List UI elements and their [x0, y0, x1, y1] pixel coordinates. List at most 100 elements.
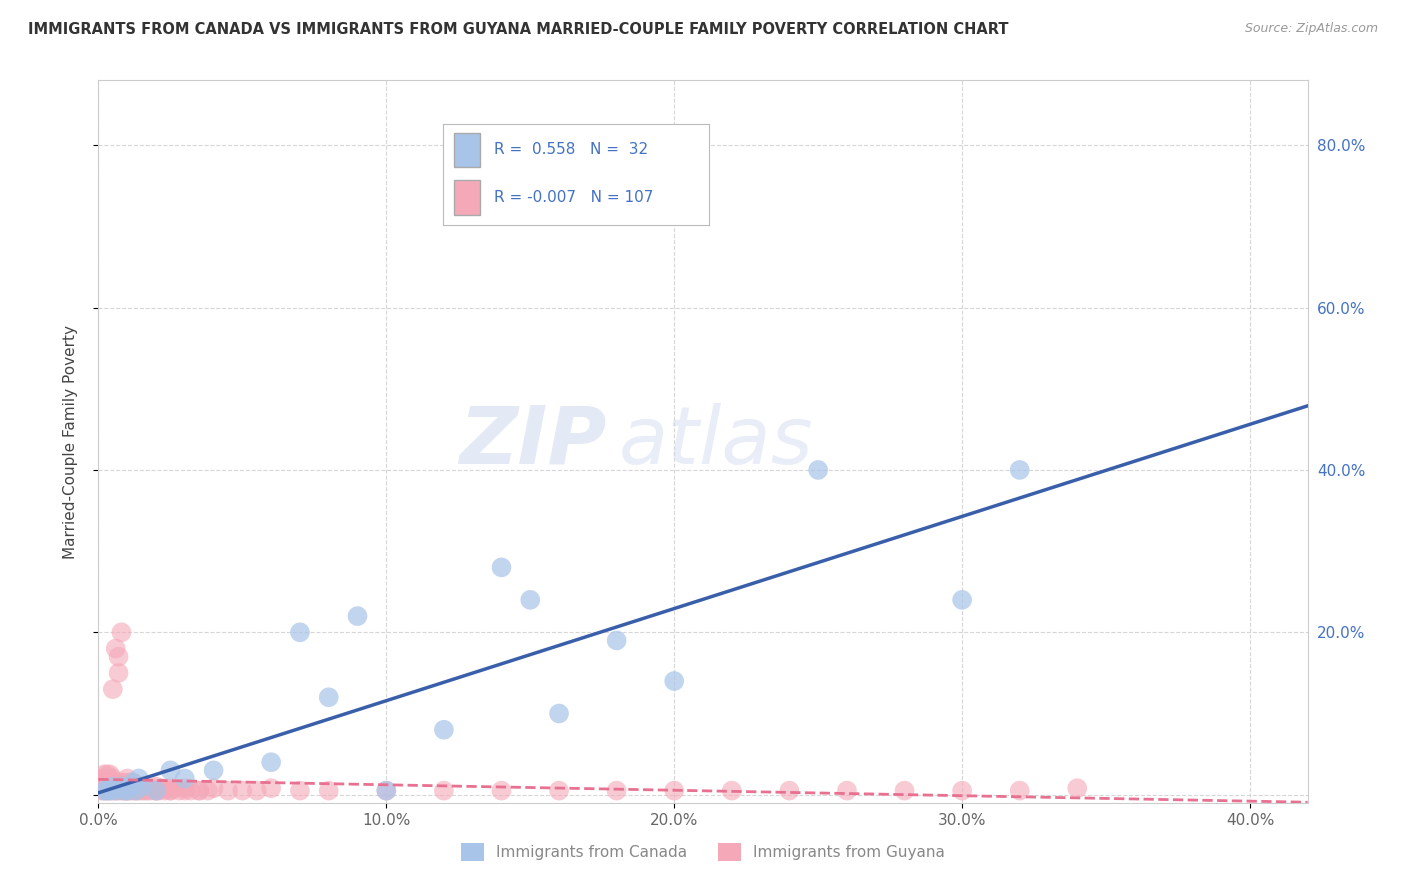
Point	[375, 783, 398, 797]
Point	[122, 781, 145, 796]
Point	[104, 780, 127, 794]
Point	[110, 775, 132, 789]
Point	[96, 780, 118, 794]
Point	[664, 783, 686, 797]
Point	[197, 783, 219, 797]
Point	[101, 780, 124, 794]
Point	[173, 783, 195, 797]
Point	[104, 780, 127, 794]
Point	[115, 783, 138, 797]
Point	[104, 641, 127, 656]
Point	[173, 772, 195, 786]
Point	[107, 665, 129, 680]
Point	[375, 783, 398, 797]
Point	[90, 783, 112, 797]
Point	[98, 767, 121, 781]
Point	[120, 783, 142, 797]
Point	[1008, 783, 1031, 797]
Point	[139, 783, 162, 797]
Point	[110, 781, 132, 796]
Point	[112, 783, 135, 797]
Point	[156, 781, 179, 796]
Point	[807, 463, 830, 477]
Point	[159, 783, 181, 797]
Text: ZIP: ZIP	[458, 402, 606, 481]
Point	[318, 783, 340, 797]
Point	[93, 783, 115, 797]
Point	[90, 780, 112, 794]
Point	[112, 783, 135, 797]
Point	[217, 783, 239, 797]
Point	[145, 783, 167, 797]
Point	[98, 775, 121, 789]
Point	[112, 780, 135, 794]
Point	[433, 723, 456, 737]
Point	[318, 690, 340, 705]
Text: Source: ZipAtlas.com: Source: ZipAtlas.com	[1244, 22, 1378, 36]
Point	[115, 780, 138, 794]
Point	[180, 783, 202, 797]
Point	[950, 592, 973, 607]
Point	[107, 783, 129, 797]
Point	[125, 780, 148, 794]
Point	[93, 767, 115, 781]
Point	[90, 773, 112, 788]
Point	[346, 609, 368, 624]
Point	[101, 780, 124, 794]
Point	[159, 764, 181, 778]
Point	[98, 783, 121, 797]
Point	[98, 783, 121, 797]
Point	[93, 783, 115, 797]
Point	[128, 780, 150, 794]
Point	[93, 772, 115, 786]
Point	[120, 780, 142, 794]
Point	[153, 783, 176, 797]
Point	[491, 560, 513, 574]
Point	[134, 780, 156, 794]
Point	[112, 780, 135, 794]
Point	[288, 625, 311, 640]
Point	[173, 781, 195, 796]
Point	[145, 783, 167, 797]
Point	[122, 775, 145, 789]
Point	[150, 781, 173, 796]
Point	[98, 772, 121, 786]
Point	[107, 780, 129, 794]
Point	[148, 783, 170, 797]
Point	[110, 783, 132, 797]
Point	[96, 767, 118, 781]
Point	[136, 783, 159, 797]
Point	[246, 783, 269, 797]
Point	[131, 783, 153, 797]
Point	[93, 775, 115, 789]
Point	[519, 592, 541, 607]
Point	[120, 775, 142, 789]
Point	[188, 783, 211, 797]
Point	[101, 772, 124, 786]
Point	[202, 781, 225, 796]
Point	[1008, 463, 1031, 477]
Point	[112, 775, 135, 789]
Point	[115, 772, 138, 786]
Point	[136, 781, 159, 796]
Point	[110, 780, 132, 794]
Point	[104, 783, 127, 797]
Point	[167, 783, 190, 797]
Point	[131, 780, 153, 794]
Point	[107, 649, 129, 664]
Point	[101, 783, 124, 797]
Point	[110, 625, 132, 640]
Point	[202, 764, 225, 778]
Point	[664, 673, 686, 688]
Point	[893, 783, 915, 797]
Point	[260, 781, 283, 796]
Point	[134, 783, 156, 797]
Point	[606, 633, 628, 648]
Point	[101, 682, 124, 697]
Point	[125, 783, 148, 797]
Point	[131, 780, 153, 794]
Text: atlas: atlas	[619, 402, 813, 481]
Point	[491, 783, 513, 797]
Point	[778, 783, 800, 797]
Point	[96, 780, 118, 794]
